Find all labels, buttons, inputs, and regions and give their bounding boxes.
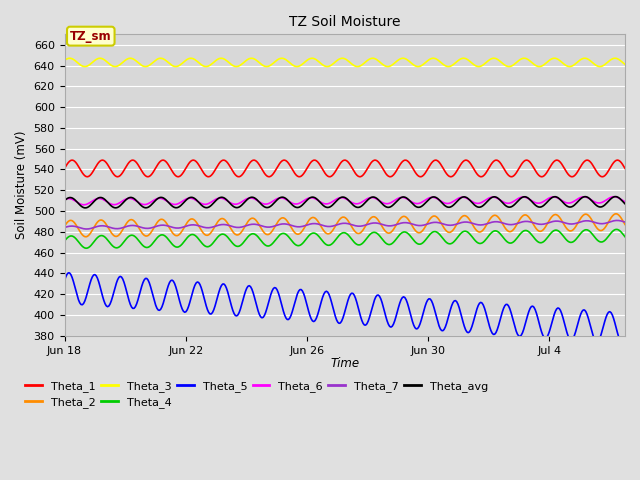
Theta_5 [249,289,257,295]
Theta_7 [258,223,266,229]
Theta_3 [250,56,258,62]
Theta_2 [258,227,266,232]
Theta_4 [258,239,266,244]
Theta_4 [621,234,629,240]
Theta_6 [242,197,250,203]
Theta_5 [65,270,72,276]
Theta_1 [250,157,258,163]
Theta_4 [242,237,250,243]
Line: Theta_avg: Theta_avg [65,197,625,208]
Theta_avg [249,194,257,200]
Theta_6 [61,197,68,203]
Theta_1 [68,157,76,163]
Theta_7 [61,225,68,230]
Theta_5 [619,341,627,347]
Theta_2 [612,211,620,216]
Theta_3 [70,57,77,62]
Y-axis label: Soil Moisture (mV): Soil Moisture (mV) [15,131,28,240]
Theta_avg [242,198,250,204]
Theta_2 [61,223,68,229]
Theta_6 [610,194,618,200]
Theta_6 [70,197,77,203]
Theta_7 [82,226,90,232]
Line: Theta_1: Theta_1 [65,160,625,177]
Theta_4 [82,245,90,251]
Theta_6 [263,201,271,207]
Theta_avg [621,201,629,207]
Theta_3 [243,57,250,63]
Theta_1 [83,174,91,180]
Theta_1 [71,158,79,164]
Theta_3 [111,64,119,70]
Theta_7 [621,219,629,225]
Theta_1 [621,166,629,171]
Theta_3 [378,61,386,67]
Line: Theta_4: Theta_4 [65,229,625,248]
Theta_6 [249,195,257,201]
Theta_5 [263,305,271,311]
Theta_7 [249,221,257,227]
Theta_2 [377,221,385,227]
Theta_7 [70,223,77,229]
Theta_avg [70,196,77,202]
Line: Theta_6: Theta_6 [65,197,625,205]
Theta_6 [621,199,629,204]
Theta_2 [70,219,77,225]
Line: Theta_7: Theta_7 [65,220,625,229]
Theta_7 [242,223,250,229]
Theta_4 [70,234,77,240]
Line: Theta_3: Theta_3 [65,58,625,67]
Theta_2 [621,222,629,228]
Theta_avg [61,198,68,204]
Theta_avg [263,204,271,210]
Theta_2 [249,216,257,221]
Theta_avg [81,205,88,211]
Theta_7 [263,224,271,230]
Theta_4 [612,227,620,232]
Theta_4 [249,231,257,237]
Text: TZ_sm: TZ_sm [70,30,111,43]
Theta_2 [82,234,90,240]
X-axis label: Time: Time [330,357,359,370]
Theta_3 [259,63,267,69]
Theta_2 [242,223,250,228]
Theta_1 [61,166,68,171]
Theta_7 [614,217,621,223]
Theta_1 [378,165,386,170]
Legend: Theta_1, Theta_2, Theta_3, Theta_4, Theta_5, Theta_6, Theta_7, Theta_avg: Theta_1, Theta_2, Theta_3, Theta_4, Thet… [25,381,488,408]
Theta_1 [264,174,272,180]
Theta_3 [61,58,68,63]
Theta_3 [96,55,104,61]
Theta_avg [377,200,385,205]
Theta_6 [79,202,87,208]
Theta_5 [242,288,250,294]
Theta_avg [611,194,619,200]
Theta_6 [258,200,266,206]
Theta_avg [258,202,266,208]
Theta_5 [377,296,385,302]
Line: Theta_5: Theta_5 [65,273,625,344]
Theta_5 [621,338,629,344]
Theta_6 [377,199,385,204]
Theta_1 [259,168,267,174]
Theta_4 [377,234,385,240]
Theta_5 [71,283,79,289]
Theta_3 [264,63,272,69]
Theta_7 [377,221,385,227]
Theta_3 [621,61,629,67]
Theta_2 [263,232,271,238]
Theta_4 [61,238,68,244]
Theta_4 [263,243,271,249]
Theta_5 [61,277,68,283]
Title: TZ Soil Moisture: TZ Soil Moisture [289,15,401,29]
Theta_1 [243,165,250,170]
Line: Theta_2: Theta_2 [65,214,625,237]
Theta_5 [258,315,266,321]
